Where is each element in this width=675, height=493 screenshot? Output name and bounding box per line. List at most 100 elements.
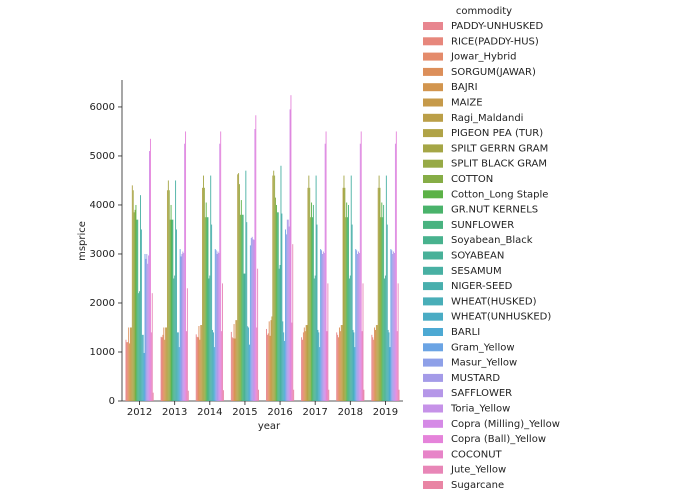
bar (381, 202, 383, 401)
bar (338, 327, 340, 401)
bar (140, 195, 141, 401)
bar (197, 337, 199, 401)
bar (258, 389, 259, 401)
legend-label: Ragi_Maldandi (451, 113, 523, 124)
legend-label: SPLIT BLACK GRAM (451, 159, 547, 170)
legend-swatch (423, 22, 443, 30)
bar (235, 320, 237, 401)
legend-label: Copra (Ball)_Yellow (451, 434, 546, 445)
bar (163, 327, 165, 401)
bar (305, 325, 307, 401)
bar (371, 334, 373, 401)
legend-label: Jute_Yellow (450, 465, 506, 476)
bar (276, 212, 278, 401)
bar (293, 389, 295, 401)
bar (304, 331, 306, 401)
legend-label: COCONUT (451, 449, 503, 460)
bar (275, 204, 277, 401)
y-tick-label: 1000 (90, 347, 115, 358)
bar (205, 202, 207, 401)
bar (253, 239, 255, 401)
legend-label: WHEAT(HUSKED) (451, 296, 537, 307)
bar (136, 219, 138, 401)
bar (161, 337, 163, 401)
bar (374, 327, 376, 401)
bar (249, 344, 250, 401)
bar (319, 347, 321, 401)
bar (202, 187, 204, 401)
bar (337, 334, 339, 401)
legend-label: PADDY-UNHUSKED (451, 21, 543, 32)
legend-label: Masur_Yellow (451, 358, 517, 369)
bar (203, 187, 205, 401)
bar (348, 278, 350, 401)
bar (256, 327, 258, 401)
bar (178, 347, 180, 401)
legend-label: Cotton_Long Staple (451, 189, 548, 200)
bar (209, 275, 211, 401)
legend-swatch (423, 159, 443, 168)
legend-swatch (423, 251, 443, 260)
bar (160, 336, 162, 401)
bar (150, 332, 152, 401)
bar (210, 175, 212, 401)
bar (255, 115, 257, 402)
legend-label: SUNFLOWER (451, 220, 514, 231)
bar (325, 131, 327, 401)
bar (266, 328, 267, 401)
bar (175, 180, 177, 401)
bar (168, 190, 170, 401)
bar (384, 275, 386, 401)
bar (141, 334, 143, 401)
bar (252, 239, 254, 401)
bar (326, 331, 328, 401)
bar (382, 217, 384, 401)
bar (139, 291, 141, 401)
bar (377, 187, 379, 401)
bar (397, 283, 399, 401)
bar (183, 252, 185, 401)
bar (246, 222, 248, 401)
bar (206, 217, 208, 401)
bar (143, 352, 145, 401)
bar (386, 224, 388, 401)
bar (243, 273, 245, 401)
bar (144, 253, 146, 401)
bar (164, 339, 166, 401)
bar (142, 334, 144, 401)
bar (350, 175, 352, 401)
bar (269, 335, 271, 401)
bar (392, 253, 394, 401)
bar (307, 187, 309, 401)
bar (140, 229, 142, 401)
y-tick-label: 5000 (90, 151, 115, 162)
legend-swatch (423, 328, 443, 336)
legend-label: WHEAT(UNHUSKED) (451, 312, 551, 323)
bar (290, 95, 292, 401)
bar (126, 342, 128, 401)
bar (169, 219, 171, 401)
bar (315, 175, 317, 401)
bar (384, 278, 385, 401)
bar (149, 138, 151, 402)
legend-swatch (423, 83, 443, 92)
bar (203, 175, 204, 401)
bar (207, 217, 209, 401)
bar (215, 250, 217, 401)
bar (391, 250, 393, 401)
legend-swatch (423, 435, 443, 444)
legend-label: MAIZE (451, 98, 483, 109)
bar (200, 325, 202, 401)
legend-swatch (423, 481, 443, 489)
bar (316, 224, 318, 401)
bar (241, 214, 243, 401)
bar (347, 217, 349, 401)
bar (343, 175, 345, 401)
bar (283, 332, 285, 401)
bar (339, 331, 341, 401)
legend-swatch (423, 465, 443, 474)
bar (179, 249, 181, 401)
bar (217, 251, 219, 401)
bar (310, 217, 312, 401)
bar (390, 249, 392, 401)
